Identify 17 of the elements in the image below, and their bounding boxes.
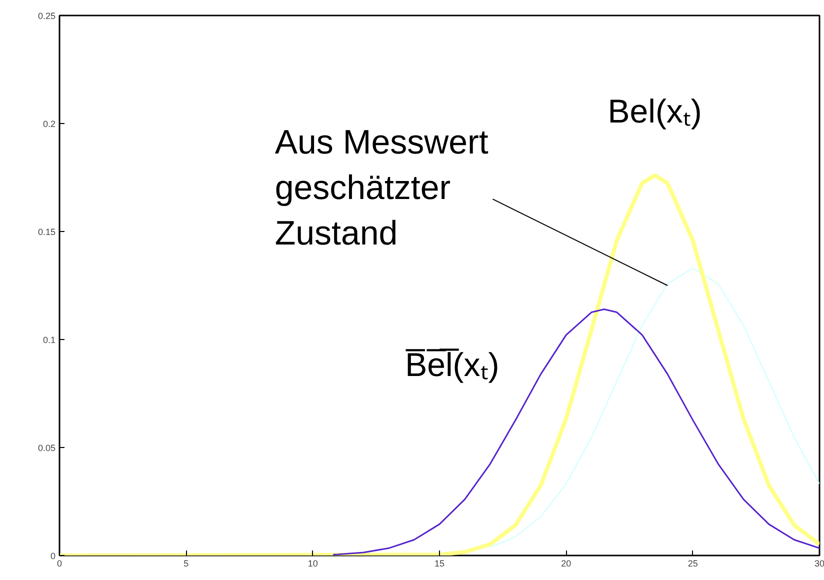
x-tick-label: 20 xyxy=(561,558,572,568)
annotation: Aus Messwert geschätzter Zustand xyxy=(274,124,489,253)
y-tick-label: 0.05 xyxy=(38,443,56,453)
y-tick-label: 0.15 xyxy=(38,227,56,237)
y-tick-label: 0.2 xyxy=(42,119,56,129)
x-tick-label: 5 xyxy=(184,558,189,568)
y-tick-label: 0.25 xyxy=(38,11,56,21)
x-tick-label: 30 xyxy=(814,558,824,568)
x-tick-label: 25 xyxy=(688,558,698,568)
x-tick-label: 0 xyxy=(56,558,62,568)
y-tick-label: 0 xyxy=(50,551,56,561)
x-tick-label: 15 xyxy=(434,558,445,568)
y-tick-label: 0.1 xyxy=(42,335,56,345)
series-label: B̅e̅l̅(xₜ) xyxy=(405,346,500,384)
x-tick-label: 10 xyxy=(308,558,318,568)
line-series xyxy=(332,308,820,556)
series-label: Bel(xₜ) xyxy=(608,92,702,130)
